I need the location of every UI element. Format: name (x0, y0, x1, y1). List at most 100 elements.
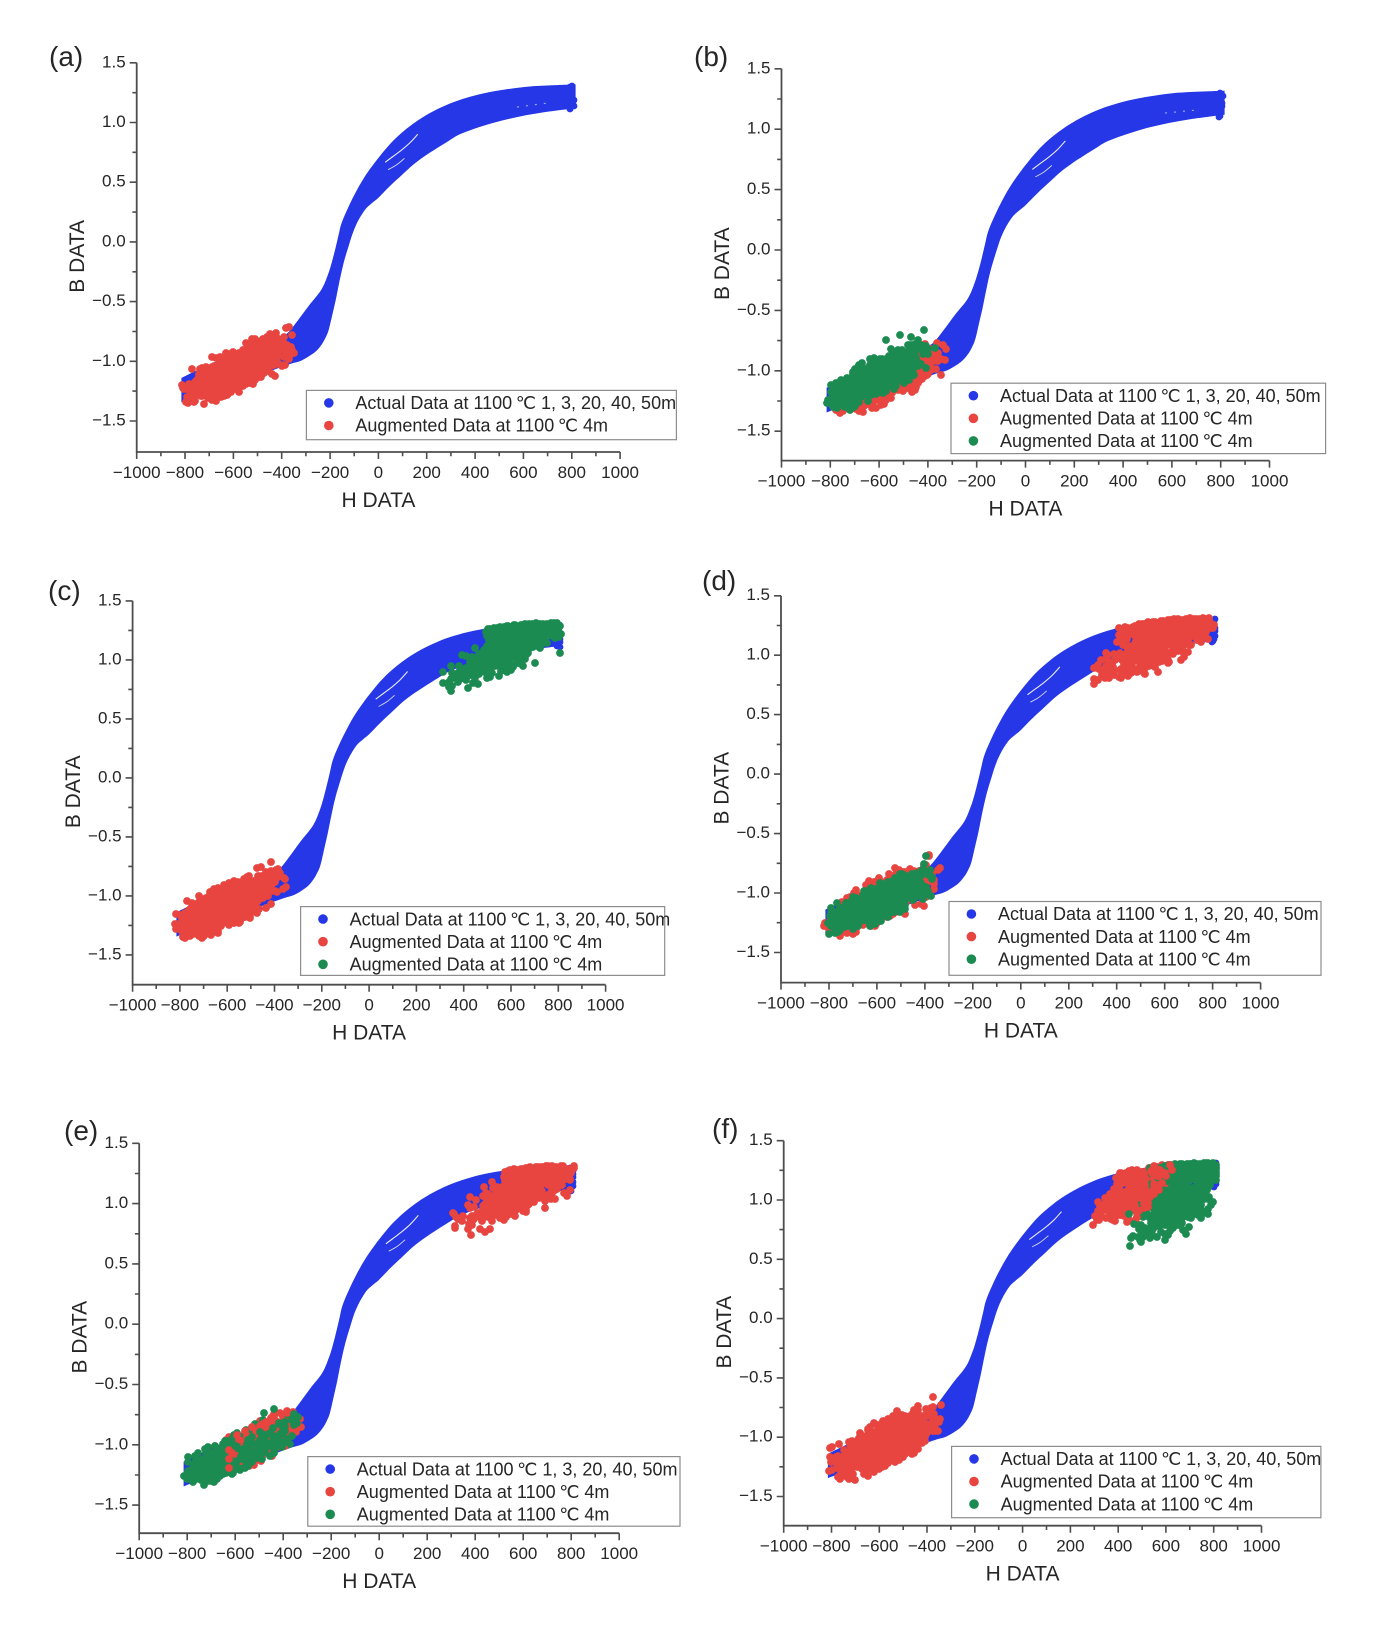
svg-text:400: 400 (1104, 1537, 1132, 1556)
svg-text:−200: −200 (956, 1537, 994, 1556)
svg-text:H DATA: H DATA (986, 1563, 1060, 1586)
svg-text:Actual Data at 1100 ℃ 1, 3, 20: Actual Data at 1100 ℃ 1, 3, 20, 40, 50m (1000, 386, 1321, 406)
svg-text:−1.0: −1.0 (95, 1434, 129, 1453)
svg-text:−1000: −1000 (113, 463, 161, 482)
svg-text:200: 200 (402, 996, 430, 1015)
svg-text:−800: −800 (811, 472, 849, 491)
svg-text:−1.5: −1.5 (95, 1495, 129, 1514)
svg-text:−1.0: −1.0 (88, 885, 122, 904)
svg-text:Augmented Data at 1100 ℃ 4m: Augmented Data at 1100 ℃ 4m (1001, 1472, 1254, 1492)
svg-text:−800: −800 (166, 463, 204, 482)
svg-text:0.5: 0.5 (749, 1249, 773, 1268)
svg-text:−600: −600 (860, 472, 898, 491)
svg-text:600: 600 (1158, 472, 1186, 491)
svg-text:0: 0 (374, 1544, 383, 1563)
svg-text:−200: −200 (311, 463, 349, 482)
svg-text:−800: −800 (161, 996, 199, 1015)
svg-text:0: 0 (1018, 1537, 1027, 1556)
svg-text:H DATA: H DATA (984, 1020, 1058, 1043)
svg-text:−800: −800 (168, 1544, 206, 1563)
svg-text:−0.5: −0.5 (88, 826, 122, 845)
svg-text:H DATA: H DATA (989, 498, 1063, 521)
svg-text:−800: −800 (812, 1537, 850, 1556)
svg-text:−1000: −1000 (758, 472, 806, 491)
svg-text:−200: −200 (303, 996, 341, 1015)
svg-text:(e): (e) (64, 1115, 98, 1146)
svg-text:800: 800 (544, 996, 572, 1015)
svg-text:1.5: 1.5 (749, 1130, 773, 1149)
svg-text:0.0: 0.0 (747, 240, 771, 259)
svg-text:1.5: 1.5 (747, 58, 771, 77)
svg-text:−600: −600 (216, 1544, 254, 1563)
svg-text:H DATA: H DATA (341, 489, 415, 512)
svg-text:H DATA: H DATA (332, 1022, 406, 1045)
svg-text:−0.5: −0.5 (739, 1367, 773, 1386)
svg-text:B DATA: B DATA (62, 755, 85, 828)
svg-text:0.0: 0.0 (746, 764, 770, 783)
svg-text:−400: −400 (255, 996, 293, 1015)
svg-text:−0.5: −0.5 (737, 300, 771, 319)
svg-text:Augmented Data at 1100 ℃ 4m: Augmented Data at 1100 ℃ 4m (355, 416, 608, 436)
svg-text:−1000: −1000 (109, 996, 157, 1015)
svg-text:−600: −600 (858, 994, 896, 1013)
svg-text:800: 800 (558, 463, 586, 482)
svg-text:−1000: −1000 (757, 994, 805, 1013)
svg-text:Actual Data at 1100 ℃ 1, 3, 20: Actual Data at 1100 ℃ 1, 3, 20, 40, 50m (350, 909, 671, 929)
svg-text:0.0: 0.0 (102, 231, 126, 250)
svg-text:−0.5: −0.5 (92, 291, 126, 310)
svg-text:−600: −600 (860, 1537, 898, 1556)
svg-text:1000: 1000 (587, 996, 625, 1015)
svg-text:1.0: 1.0 (102, 112, 126, 131)
svg-text:Actual Data at 1100 ℃ 1, 3, 20: Actual Data at 1100 ℃ 1, 3, 20, 40, 50m (1001, 1449, 1322, 1469)
svg-text:0.0: 0.0 (749, 1308, 773, 1327)
svg-text:0: 0 (364, 996, 373, 1015)
svg-text:0.5: 0.5 (98, 708, 122, 727)
svg-text:Augmented Data at 1100 ℃ 4m: Augmented Data at 1100 ℃ 4m (998, 949, 1251, 969)
svg-text:1.0: 1.0 (746, 645, 770, 664)
svg-text:−0.5: −0.5 (736, 823, 770, 842)
svg-text:Augmented Data at 1100 ℃ 4m: Augmented Data at 1100 ℃ 4m (1000, 431, 1253, 451)
svg-text:B DATA: B DATA (66, 220, 89, 293)
svg-text:800: 800 (1207, 472, 1235, 491)
svg-text:−400: −400 (264, 1544, 302, 1563)
svg-text:400: 400 (1109, 472, 1137, 491)
svg-text:−400: −400 (906, 994, 944, 1013)
svg-text:1000: 1000 (1242, 994, 1280, 1013)
svg-text:0.5: 0.5 (746, 704, 770, 723)
svg-text:1.5: 1.5 (102, 52, 126, 71)
svg-text:−1.5: −1.5 (736, 942, 770, 961)
svg-text:0: 0 (374, 463, 383, 482)
svg-text:0.5: 0.5 (747, 179, 771, 198)
svg-text:600: 600 (1152, 1537, 1180, 1556)
svg-text:600: 600 (509, 463, 537, 482)
svg-text:Augmented Data at 1100 ℃ 4m: Augmented Data at 1100 ℃ 4m (357, 1505, 610, 1525)
svg-text:1.0: 1.0 (98, 649, 122, 668)
svg-text:Augmented Data at 1100 ℃ 4m: Augmented Data at 1100 ℃ 4m (1000, 409, 1253, 429)
svg-text:(b): (b) (694, 41, 728, 72)
svg-text:−1.0: −1.0 (737, 360, 771, 379)
svg-text:800: 800 (1200, 1537, 1228, 1556)
svg-text:0.5: 0.5 (102, 172, 126, 191)
svg-text:400: 400 (461, 463, 489, 482)
svg-text:−1.0: −1.0 (739, 1427, 773, 1446)
svg-text:−400: −400 (909, 472, 947, 491)
svg-text:−600: −600 (208, 996, 246, 1015)
svg-text:Actual Data at 1100 ℃ 1, 3, 20: Actual Data at 1100 ℃ 1, 3, 20, 40, 50m (357, 1459, 678, 1479)
svg-text:Augmented Data at 1100 ℃ 4m: Augmented Data at 1100 ℃ 4m (350, 955, 603, 975)
svg-text:1.5: 1.5 (105, 1133, 129, 1152)
svg-text:−1000: −1000 (760, 1537, 808, 1556)
svg-text:1.0: 1.0 (747, 119, 771, 138)
svg-text:200: 200 (1055, 994, 1083, 1013)
svg-text:200: 200 (413, 463, 441, 482)
svg-text:−1.5: −1.5 (737, 421, 771, 440)
svg-text:1.0: 1.0 (749, 1190, 773, 1209)
svg-text:0: 0 (1016, 994, 1025, 1013)
svg-text:200: 200 (413, 1544, 441, 1563)
svg-text:B DATA: B DATA (711, 752, 734, 825)
svg-text:600: 600 (497, 996, 525, 1015)
svg-text:400: 400 (1103, 994, 1131, 1013)
svg-text:1.0: 1.0 (105, 1193, 129, 1212)
svg-text:B DATA: B DATA (711, 227, 734, 300)
svg-text:−1.5: −1.5 (88, 944, 122, 963)
svg-text:Augmented Data at 1100 ℃ 4m: Augmented Data at 1100 ℃ 4m (357, 1482, 610, 1502)
